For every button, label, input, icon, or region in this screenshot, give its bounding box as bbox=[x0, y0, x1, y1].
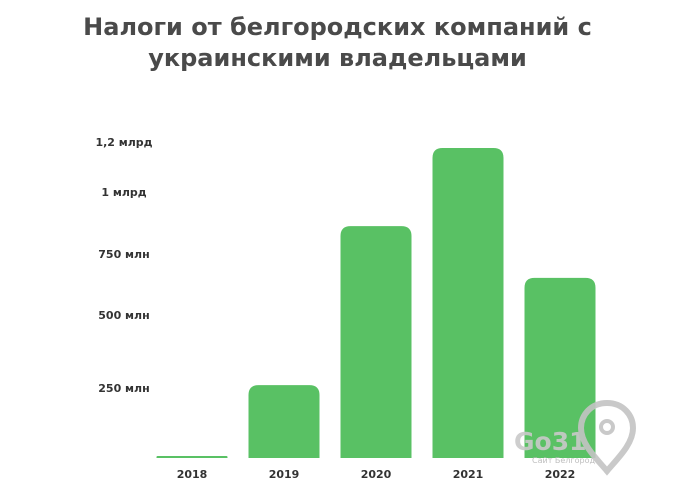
x-axis-ticks: 2018 2019 2020 2021 2022 bbox=[177, 468, 576, 481]
watermark-subtitle: Сайт Белгорода bbox=[532, 456, 600, 465]
x-tick-label: 2021 bbox=[453, 468, 484, 481]
map-pin-icon bbox=[577, 399, 637, 476]
bar-2018 bbox=[156, 456, 228, 458]
x-tick-label: 2022 bbox=[545, 468, 576, 481]
y-tick-label: 750 млн bbox=[98, 248, 149, 261]
x-tick-label: 2018 bbox=[177, 468, 208, 481]
y-tick-label: 1 млрд bbox=[101, 186, 146, 199]
x-tick-label: 2020 bbox=[361, 468, 392, 481]
watermark-logo-text: Go31 bbox=[514, 427, 587, 456]
chart-title: Налоги от белгородских компаний с украин… bbox=[0, 12, 675, 74]
y-tick-label: 1,2 млрд bbox=[95, 136, 152, 149]
bar-2019 bbox=[248, 385, 320, 458]
y-tick-label: 250 млн bbox=[98, 382, 149, 395]
chart-title-line-1: Налоги от белгородских компаний с bbox=[83, 13, 592, 41]
bars bbox=[156, 148, 596, 458]
bar-2022 bbox=[524, 277, 596, 458]
y-tick-label: 500 млн bbox=[98, 309, 149, 322]
bar-2021 bbox=[432, 148, 504, 458]
y-axis-ticks: 250 млн 500 млн 750 млн 1 млрд 1,2 млрд bbox=[95, 136, 152, 395]
x-tick-label: 2019 bbox=[269, 468, 300, 481]
watermark: Go31 Сайт Белгорода bbox=[514, 399, 637, 476]
bar-2020 bbox=[340, 226, 412, 458]
chart-title-line-2: украинскими владельцами bbox=[148, 44, 527, 72]
